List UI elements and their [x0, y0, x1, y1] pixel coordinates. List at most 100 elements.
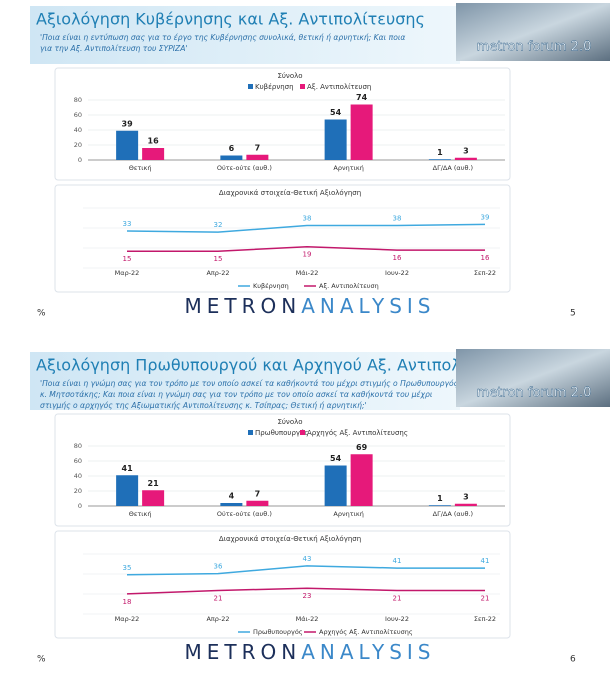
slide-title: Αξιολόγηση Πρωθυπουργού και Αρχηγού Αξ. …: [36, 356, 523, 375]
value-label: 3: [463, 492, 469, 501]
bar: [220, 155, 243, 160]
chart-frame: [54, 184, 511, 293]
x-tick-label: Μάι-22: [296, 269, 319, 277]
y-tick-label: 0: [78, 502, 82, 510]
chart-frame: [54, 67, 511, 181]
legend-label: Κυβέρνηση: [255, 83, 294, 91]
y-tick-label: 60: [74, 457, 82, 465]
brand-part: ANALYSIS: [301, 640, 435, 664]
brand-part: ANALYSIS: [301, 294, 435, 318]
value-label: 21: [214, 594, 223, 602]
legend-swatch: [300, 430, 305, 435]
value-label: 7: [255, 489, 261, 498]
value-label: 15: [123, 255, 132, 263]
slide-subtitle: κ. Μητσοτάκης; Και ποια είναι η γνώμη σα…: [40, 390, 433, 399]
slide-title: Αξιολόγηση Κυβέρνησης και Αξ. Αντιπολίτε…: [36, 10, 425, 29]
chart-title: Διαχρονικά στοιχεία-Θετική Αξιολόγηση: [219, 189, 361, 197]
value-label: 7: [255, 143, 261, 152]
header-band: [30, 6, 460, 64]
legend-label: Αρχηγός Αξ. Αντιπολίτευσης: [307, 429, 408, 437]
value-label: 16: [393, 254, 402, 262]
legend-label: Αρχηγός Αξ. Αντιπολίτευσης: [319, 628, 413, 636]
y-tick-label: 40: [74, 126, 82, 134]
bar: [350, 104, 373, 160]
value-label: 38: [393, 214, 402, 222]
value-label: 41: [393, 557, 402, 565]
bar: [350, 454, 373, 506]
value-label: 39: [481, 213, 490, 221]
x-tick-label: Ιουν-22: [385, 269, 409, 277]
x-tick-label: Αρνητική: [333, 510, 363, 518]
chart-frame: [54, 530, 511, 639]
brand: METRONANALYSIS: [184, 640, 435, 664]
header-band: [30, 352, 460, 410]
value-label: 1: [437, 148, 443, 157]
legend-swatch: [300, 84, 305, 89]
y-tick-label: 20: [74, 487, 82, 495]
value-label: 16: [148, 137, 160, 146]
legend-swatch: [248, 84, 253, 89]
value-label: 41: [481, 557, 490, 565]
value-label: 33: [123, 220, 132, 228]
value-label: 41: [122, 464, 134, 473]
bar: [454, 157, 477, 160]
logo-image: [456, 3, 610, 61]
value-label: 54: [330, 454, 342, 463]
y-tick-label: 80: [74, 96, 82, 104]
bar: [428, 159, 451, 160]
line: [126, 565, 485, 576]
legend-label: Αξ. Αντιπολίτευση: [319, 282, 379, 290]
slide-subtitle: 'Ποια είναι η γνώμη σας για τον τρόπο με…: [40, 379, 459, 388]
value-label: 54: [330, 108, 342, 117]
x-tick-label: Σεπ-22: [474, 269, 496, 277]
x-tick-label: Θετική: [129, 510, 152, 518]
value-label: 18: [123, 598, 132, 606]
legend-label: Πρωθυπουργός: [255, 429, 308, 437]
x-tick-label: Θετική: [129, 164, 152, 172]
y-tick-label: 80: [74, 442, 82, 450]
bar: [142, 148, 165, 160]
chart-title: Διαχρονικά στοιχεία-Θετική Αξιολόγηση: [219, 535, 361, 543]
chart-title: Σύνολο: [277, 418, 302, 426]
unit: %: [37, 655, 46, 665]
value-label: 3: [463, 146, 469, 155]
page-number: 5: [570, 309, 576, 319]
x-tick-label: ΔΓ/ΔΑ (αυθ.): [433, 164, 473, 172]
bar: [220, 503, 243, 506]
bar: [454, 503, 477, 506]
x-tick-label: Απρ-22: [206, 615, 229, 623]
value-label: 6: [229, 144, 235, 153]
bar: [324, 465, 347, 506]
value-label: 35: [123, 564, 132, 572]
brand: METRONANALYSIS: [184, 294, 435, 318]
value-label: 21: [148, 479, 160, 488]
value-label: 39: [122, 119, 134, 128]
value-label: 21: [481, 594, 490, 602]
bar: [246, 500, 269, 506]
x-tick-label: ΔΓ/ΔΑ (αυθ.): [433, 510, 473, 518]
legend-swatch: [248, 430, 253, 435]
value-label: 36: [214, 563, 223, 571]
slide-subtitle: στιγμής ο αρχηγός της Αξιωματικής Αντιπο…: [40, 401, 367, 410]
brand-part: METRON: [184, 294, 301, 318]
x-tick-label: Ούτε-ούτε (αυθ.): [217, 510, 272, 518]
value-label: 15: [214, 255, 223, 263]
x-tick-label: Μαρ-22: [115, 269, 140, 277]
line: [126, 223, 486, 233]
x-tick-label: Αρνητική: [333, 164, 363, 172]
logo-image: [456, 349, 610, 407]
slide-subtitle: για την Αξ. Αντιπολίτευση του ΣΥΡΙΖΑ': [40, 44, 188, 53]
value-label: 38: [303, 214, 312, 222]
legend-label: Αξ. Αντιπολίτευση: [307, 83, 371, 91]
value-label: 1: [437, 494, 443, 503]
x-tick-label: Μάι-22: [296, 615, 319, 623]
value-label: 74: [356, 93, 368, 102]
x-tick-label: Σεπ-22: [474, 615, 496, 623]
legend-label: Πρωθυπουργός: [253, 628, 303, 636]
value-label: 23: [303, 592, 312, 600]
y-tick-label: 60: [74, 111, 82, 119]
bar: [116, 130, 139, 160]
chart-title: Σύνολο: [277, 72, 302, 80]
chart-frame: [54, 413, 511, 527]
